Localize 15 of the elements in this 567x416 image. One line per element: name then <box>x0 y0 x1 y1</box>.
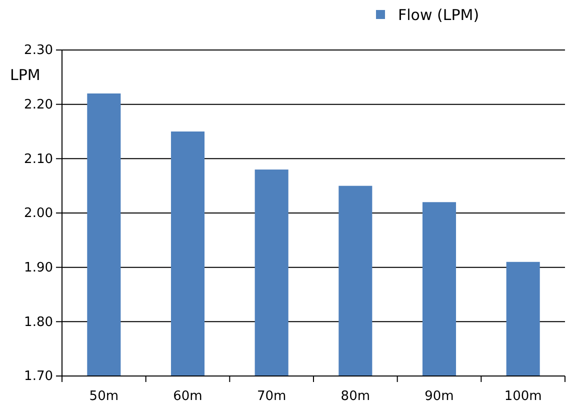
legend-label: Flow (LPM) <box>398 6 480 24</box>
y-axis-title: LPM <box>10 66 40 84</box>
y-tick-label: 2.20 <box>24 97 53 112</box>
x-tick-label: 60m <box>173 388 202 404</box>
x-tick-label: 70m <box>256 388 286 404</box>
x-tick-label: 100m <box>504 388 542 404</box>
y-tick-label: 1.70 <box>24 369 53 384</box>
x-tick-label: 90m <box>424 388 454 404</box>
y-tick-label: 1.80 <box>24 314 53 330</box>
x-tick-label: 50m <box>89 388 119 404</box>
y-tick-label: 1.90 <box>24 260 53 276</box>
y-tick-label: 2.10 <box>24 152 53 167</box>
y-tick-label: 2.30 <box>24 43 53 58</box>
x-tick-label: 80m <box>340 388 370 404</box>
y-tick-label: 2.00 <box>24 206 53 222</box>
